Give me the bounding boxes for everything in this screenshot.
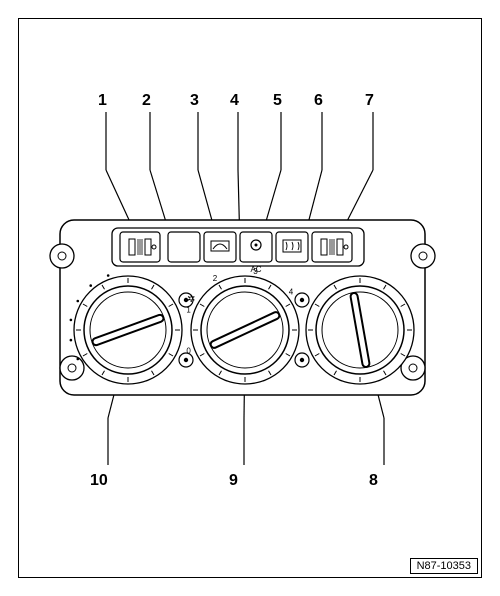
svg-text:2: 2 [213, 274, 218, 283]
diagram-svg: AC01234✲ [0, 0, 500, 596]
reference-number: N87-10353 [410, 558, 478, 574]
callout-6: 6 [314, 92, 323, 110]
callout-9: 9 [229, 472, 238, 490]
svg-text:0: 0 [186, 347, 191, 356]
callout-4: 4 [230, 92, 239, 110]
callout-5: 5 [273, 92, 282, 110]
svg-text:✲: ✲ [187, 294, 195, 305]
svg-text:3: 3 [253, 267, 258, 276]
svg-text:1: 1 [186, 305, 191, 314]
callout-3: 3 [190, 92, 199, 110]
callout-1: 1 [98, 92, 107, 110]
callout-7: 7 [365, 92, 374, 110]
callout-10: 10 [90, 472, 108, 490]
callout-8: 8 [369, 472, 378, 490]
callout-2: 2 [142, 92, 151, 110]
svg-text:4: 4 [289, 287, 294, 296]
